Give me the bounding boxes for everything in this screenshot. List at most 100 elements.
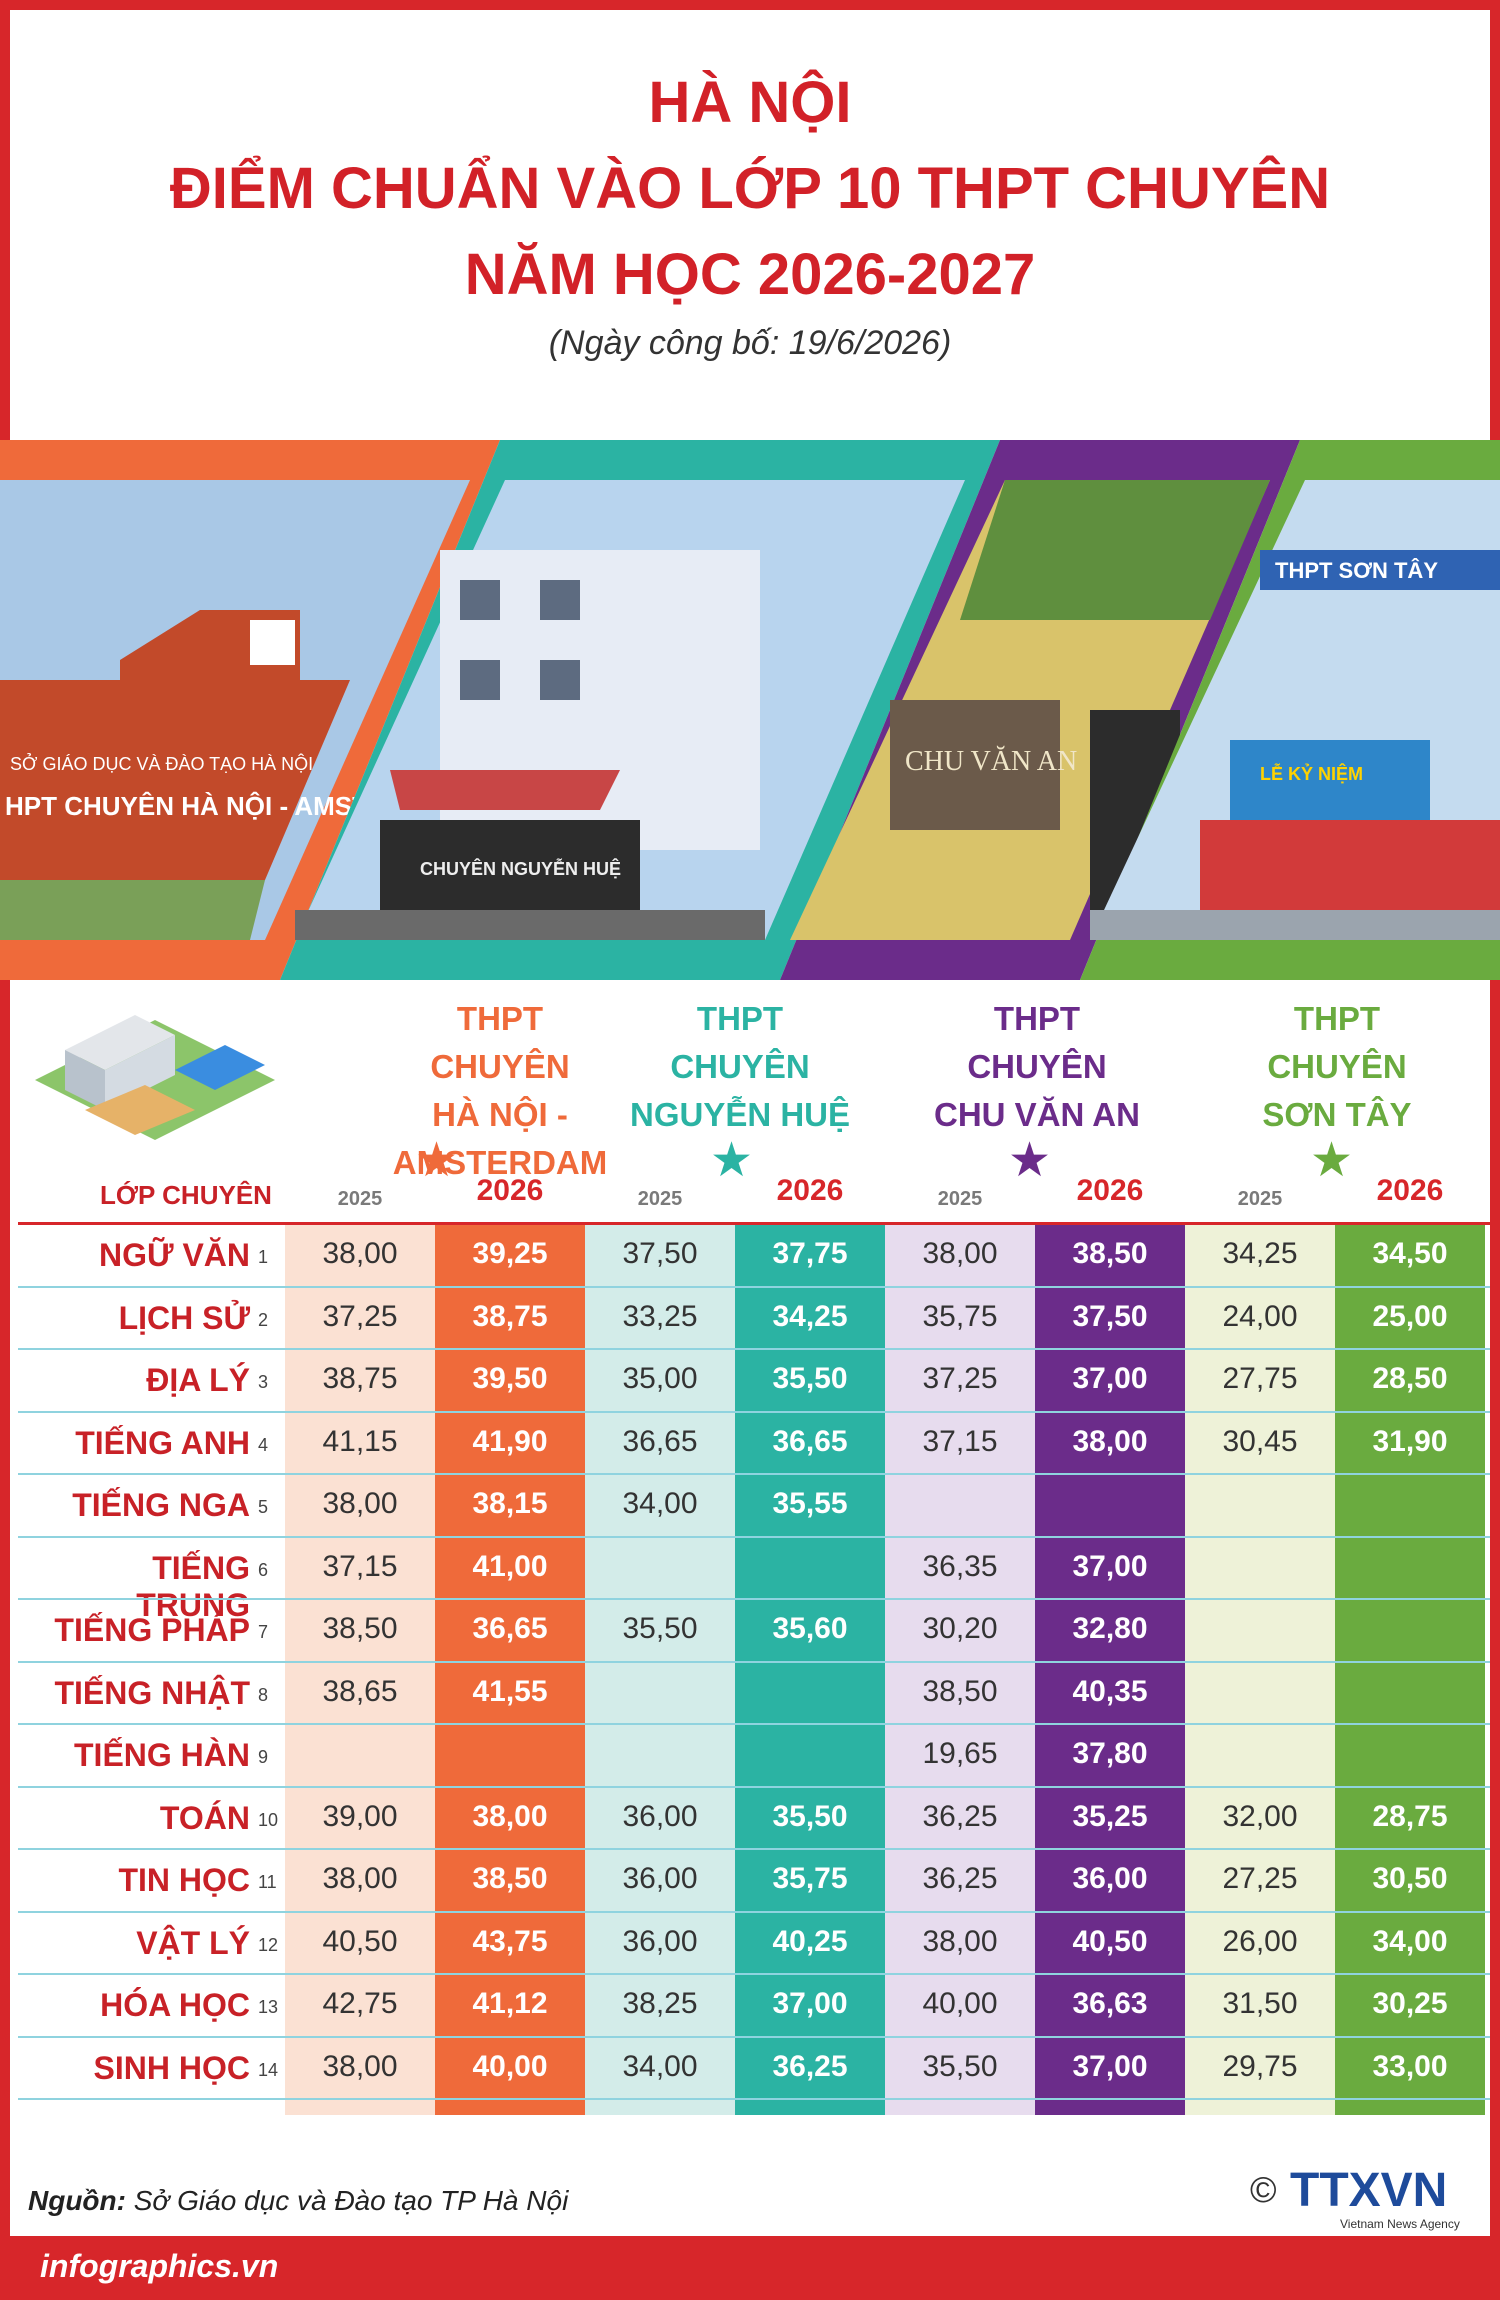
score-cell: 40,50: [1072, 1924, 1148, 1958]
col-bg-chu-van-an-2025: [885, 1225, 1035, 2115]
table-row: HÓA HỌC 13 42,75 41,12 38,25 37,00 40,00 36,63 3…: [0, 1975, 1500, 2038]
score-cell: 31,90: [1372, 1424, 1448, 1458]
row-divider: [18, 2098, 1490, 2100]
subject-label: TIẾNG ANH: [75, 1424, 250, 1461]
score-cell: 30,25: [1372, 1987, 1448, 2020]
row-number: 1: [258, 1247, 269, 1267]
subject-label: TIẾNG HÀN: [74, 1737, 250, 1773]
row-divider: [18, 1785, 1490, 1788]
row-number: 6: [258, 1559, 269, 1580]
score-cell: 19,65: [922, 1737, 998, 1770]
score-cell: 38,75: [472, 1299, 548, 1333]
col-bg-amsterdam-2025: [285, 1225, 435, 2115]
score-cell: 38,50: [922, 1674, 998, 1708]
svg-text:THPT SƠN TÂY: THPT SƠN TÂY: [1275, 558, 1438, 583]
row-number: 11: [258, 1872, 277, 1892]
subject-label: NGỮ VĂN: [99, 1237, 250, 1273]
score-cell: 37,00: [1072, 1549, 1148, 1583]
table-row: TIẾNG NGA 5 38,00 38,15 34,00 35,55: [0, 1475, 1500, 1538]
table-row: TOÁN 10 39,00 38,00 36,00 35,50 36,25 35,25 32,0…: [0, 1788, 1500, 1850]
col-bg-amsterdam-2026: [435, 1225, 585, 2115]
score-cell: 40,00: [472, 2049, 548, 2083]
score-cell: 30,50: [1372, 1862, 1448, 1895]
subject-label: TIẾNG PHÁP: [54, 1612, 250, 1648]
score-cell: 38,65: [322, 1674, 398, 1708]
score-cell: 39,00: [322, 1799, 398, 1833]
school-header-chu-van-an: THPT CHUYÊN CHU VĂN AN: [934, 1000, 1140, 1133]
score-cell: 36,25: [922, 1799, 998, 1833]
score-cell: 26,00: [1222, 1924, 1298, 1958]
score-cell: 38,00: [322, 1487, 398, 1520]
score-cell: 38,00: [472, 1799, 548, 1833]
score-cell: 38,00: [1072, 1424, 1148, 1458]
score-cell: 35,60: [772, 1612, 848, 1645]
score-cell: 36,00: [622, 1924, 698, 1958]
score-cell: 36,65: [622, 1424, 698, 1458]
row-number: 2: [258, 1309, 269, 1330]
table-row: TIẾNG PHÁP 7 38,50 36,65 35,50 35,60 30,20 32,8…: [0, 1600, 1500, 1663]
school-header-son-tay: THPT CHUYÊN SƠN TÂY: [1262, 1000, 1412, 1133]
score-cell: 35,50: [922, 2049, 998, 2083]
table-row: TIẾNG HÀN 9 19,65 37,80: [0, 1725, 1500, 1788]
row-divider: [18, 1660, 1490, 1663]
score-cell: 41,12: [472, 1987, 548, 2020]
score-cell: 30,45: [1222, 1424, 1298, 1458]
score-cell: 37,00: [1072, 2049, 1148, 2083]
score-cell: 38,50: [322, 1612, 398, 1645]
score-cell: 32,00: [1222, 1799, 1298, 1833]
subject-label: SINH HỌC: [93, 2049, 250, 2086]
row-divider: [18, 1285, 1490, 1288]
school-building-icon: [35, 1015, 275, 1140]
score-cell: 38,00: [322, 2049, 398, 2083]
site-url: infographics.vn: [40, 2248, 279, 2284]
score-cell: 36,63: [1072, 1987, 1148, 2020]
score-cell: 41,15: [322, 1424, 398, 1458]
score-cell: 38,00: [922, 1924, 998, 1958]
row-divider: [18, 1910, 1490, 1913]
score-cell: 37,75: [772, 1237, 848, 1270]
row-number: 10: [258, 1809, 279, 1830]
score-cell: 38,00: [322, 1237, 398, 1270]
score-cell: 38,15: [472, 1487, 548, 1520]
table-row: TIẾNG ANH 4 41,15 41,90 36,65 36,65 37,15 38,00…: [0, 1413, 1500, 1475]
score-cell: 41,55: [472, 1674, 548, 1708]
score-cell: 37,25: [922, 1362, 998, 1395]
subject-label: TIẾNG TRUNG: [136, 1549, 250, 1623]
school-header-nguyen-hue: THPT CHUYÊN NGUYỄN HUỆ: [629, 1000, 851, 1133]
col-bg-nguyen-hue-2026: [735, 1225, 885, 2115]
star-icon: ★: [415, 1134, 459, 1187]
row-number: 12: [258, 1934, 279, 1955]
subject-label: TIẾNG NGA: [72, 1487, 250, 1523]
score-cell: 35,75: [772, 1862, 848, 1895]
row-divider: [18, 1535, 1490, 1538]
row-number: 8: [258, 1684, 269, 1705]
subject-label: VẬT LÝ: [136, 1924, 250, 1961]
score-cell: 36,65: [772, 1424, 848, 1458]
table-row: TIẾNG NHẬT 8 38,65 41,55 38,50 40,35: [0, 1663, 1500, 1725]
score-cell: 37,15: [922, 1424, 998, 1458]
row-divider: [18, 1973, 1490, 1975]
score-cell: 41,00: [472, 1549, 548, 1583]
subject-column-header: LỚP CHUYÊN: [100, 1180, 272, 1210]
title-city: HÀ NỘI: [648, 70, 852, 135]
row-number: 13: [258, 1997, 279, 2017]
score-cell: 35,50: [772, 1362, 848, 1395]
score-cell: 34,00: [622, 1487, 698, 1520]
svg-text:LỄ KỶ NIỆM: LỄ KỶ NIỆM: [1260, 763, 1363, 784]
svg-text:CHU VĂN AN: CHU VĂN AN: [905, 746, 1077, 777]
row-divider: [18, 1410, 1490, 1413]
score-cell: 24,00: [1222, 1299, 1298, 1333]
score-cell: 34,25: [1222, 1237, 1298, 1270]
score-cell: 35,00: [622, 1362, 698, 1395]
score-cell: 31,50: [1222, 1987, 1298, 2020]
score-cell: 38,00: [322, 1862, 398, 1895]
svg-text:CHUYÊN NGUYỄN HUỆ: CHUYÊN NGUYỄN HUỆ: [420, 858, 621, 879]
title-block: HÀ NỘI ĐIỂM CHUẨN VÀO LỚP 10 THPT CHUYÊN…: [0, 60, 1500, 363]
row-divider: [18, 1723, 1490, 1725]
score-cell: 29,75: [1222, 2049, 1298, 2083]
score-cell: 36,35: [922, 1549, 998, 1583]
col-bg-chu-van-an-2026: [1035, 1225, 1185, 2115]
school-photo-strip: SỞ GIÁO DỤC VÀ ĐÀO TẠO HÀ NỘI HPT CHUYÊN…: [0, 440, 1500, 980]
subject-label: TIẾNG NHẬT: [54, 1674, 250, 1711]
score-cell: 37,50: [1072, 1299, 1148, 1333]
